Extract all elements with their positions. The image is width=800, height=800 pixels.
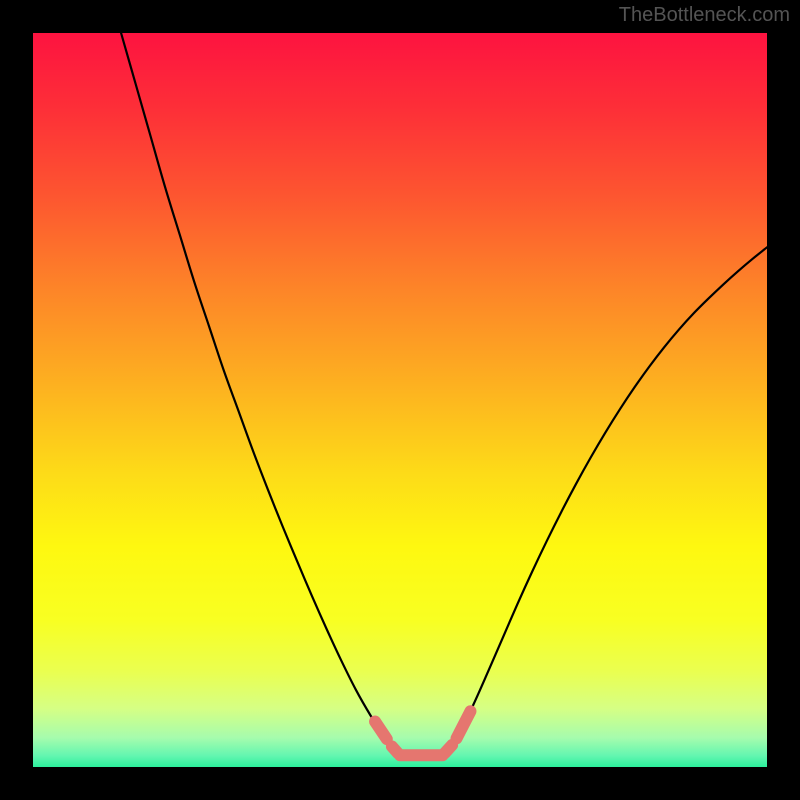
bottleneck-chart [0, 0, 800, 800]
chart-container: TheBottleneck.com [0, 0, 800, 800]
watermark-label: TheBottleneck.com [619, 4, 790, 27]
